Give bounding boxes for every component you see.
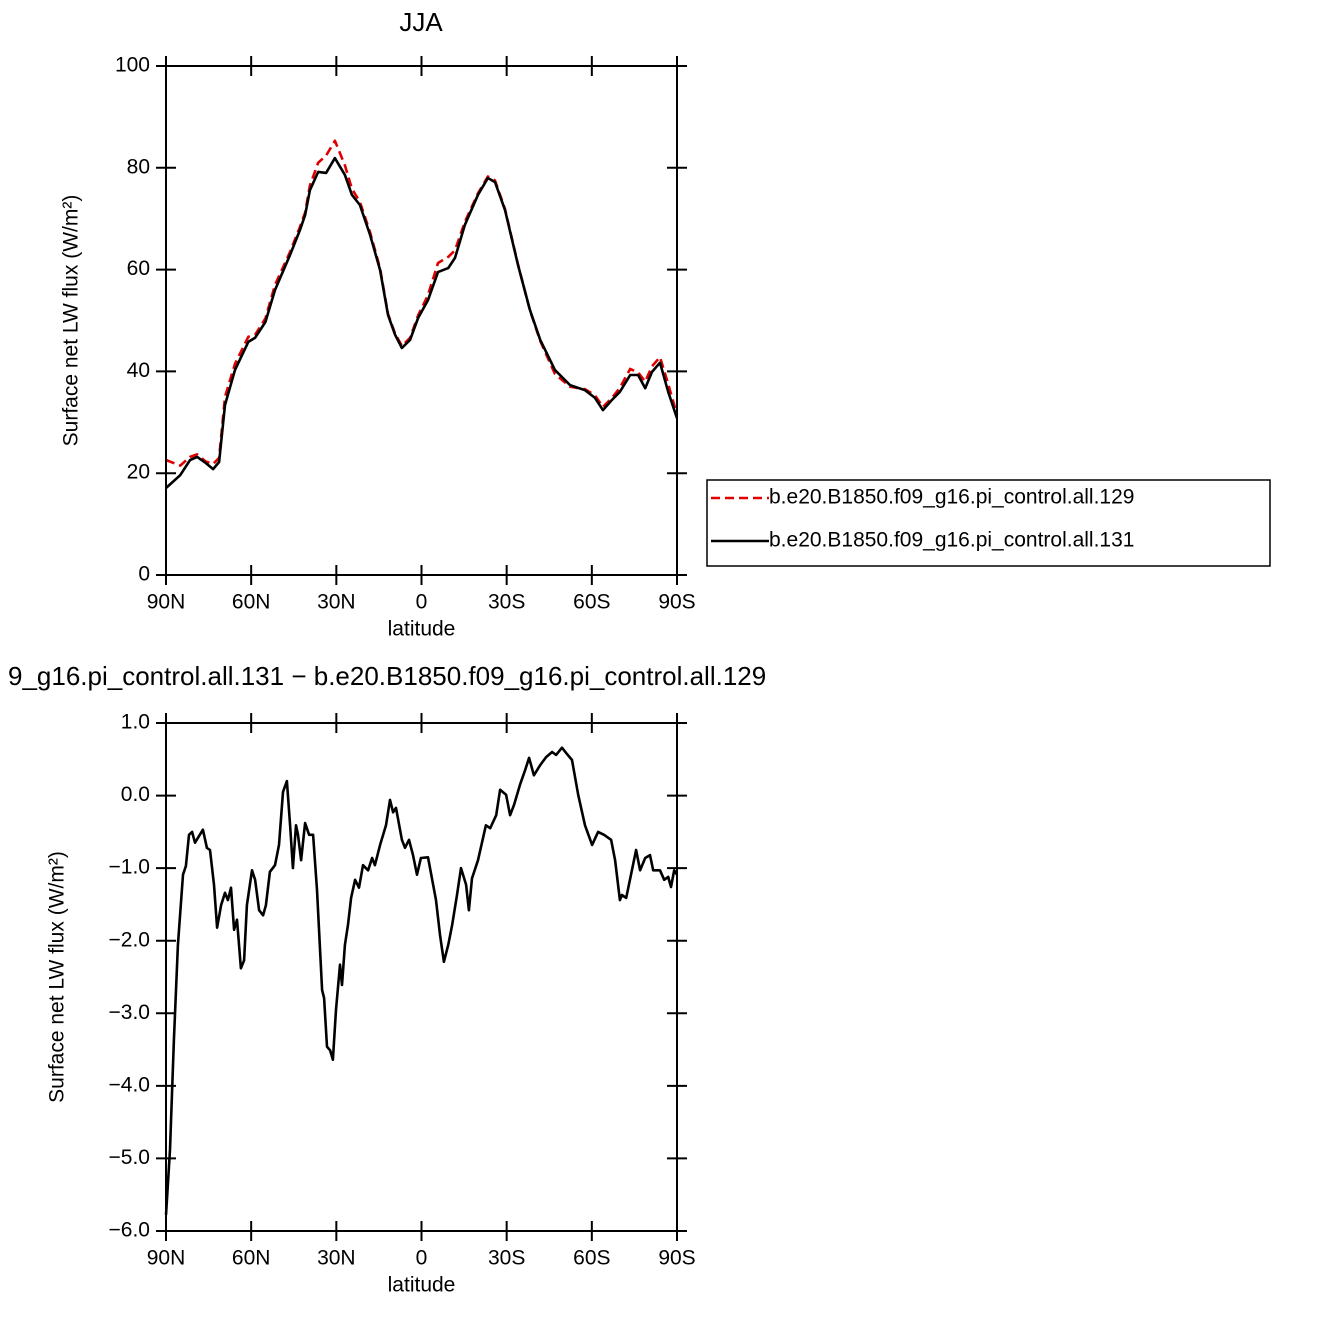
series-line — [165, 139, 679, 467]
plot: JJA 0 20 40 60 80 100 90N 60N 30N 0 30S 60S 90S latitu… — [60, 7, 1271, 641]
y-tick-label: 100 — [115, 54, 150, 77]
x-tick-label: 30S — [488, 1247, 525, 1270]
y-tick-label: −5.0 — [109, 1146, 150, 1169]
x-tick-label: 90N — [147, 1247, 186, 1270]
y-tick-label: 60 — [127, 257, 150, 280]
x-tick-label: 90S — [658, 591, 695, 614]
chart-title: 9_g16.pi_control.all.131 − b.e20.B1850.f… — [8, 661, 766, 691]
x-tick-label: 60N — [232, 1247, 271, 1270]
series-line — [165, 156, 679, 489]
x-tick-label: 90S — [658, 1247, 695, 1270]
y-tick-label: −3.0 — [109, 1001, 150, 1024]
y-tick-label: 20 — [127, 461, 150, 484]
y-tick-label: −6.0 — [109, 1219, 150, 1242]
y-axis-label: Surface net LW flux (W/m²) — [46, 851, 69, 1103]
legend-label: b.e20.B1850.f09_g16.pi_control.all.129 — [769, 486, 1134, 509]
plot-frame — [165, 65, 678, 576]
x-tick-label: 60S — [573, 1247, 610, 1270]
x-tick-label: 30N — [317, 591, 356, 614]
y-tick-label: −1.0 — [109, 856, 150, 879]
y-tick-label: 0 — [138, 563, 150, 586]
legend-label: b.e20.B1850.f09_g16.pi_control.all.131 — [769, 529, 1134, 552]
y-tick-label: −4.0 — [109, 1073, 150, 1096]
x-axis-label: latitude — [388, 1274, 456, 1297]
x-tick-label: 30N — [317, 1247, 356, 1270]
x-tick-label: 0 — [416, 591, 428, 614]
y-tick-label: 0.0 — [121, 783, 150, 806]
x-tick-label: 60S — [573, 591, 610, 614]
y-tick-label: −2.0 — [109, 928, 150, 951]
x-tick-label: 90N — [147, 591, 186, 614]
x-axis-label: latitude — [388, 618, 456, 641]
x-tick-label: 30S — [488, 591, 525, 614]
x-tick-label: 0 — [416, 1247, 428, 1270]
y-tick-label: 80 — [127, 155, 150, 178]
series-line — [164, 746, 679, 1216]
legend-box — [706, 479, 1271, 567]
chart-title: JJA — [399, 7, 443, 37]
plot-frame — [165, 722, 678, 1232]
plot: 9_g16.pi_control.all.131 − b.e20.B1850.f… — [8, 661, 766, 1297]
y-tick-label: 1.0 — [121, 711, 150, 734]
x-tick-label: 60N — [232, 591, 271, 614]
y-axis-label: Surface net LW flux (W/m²) — [60, 195, 83, 447]
y-tick-label: 40 — [127, 359, 150, 382]
